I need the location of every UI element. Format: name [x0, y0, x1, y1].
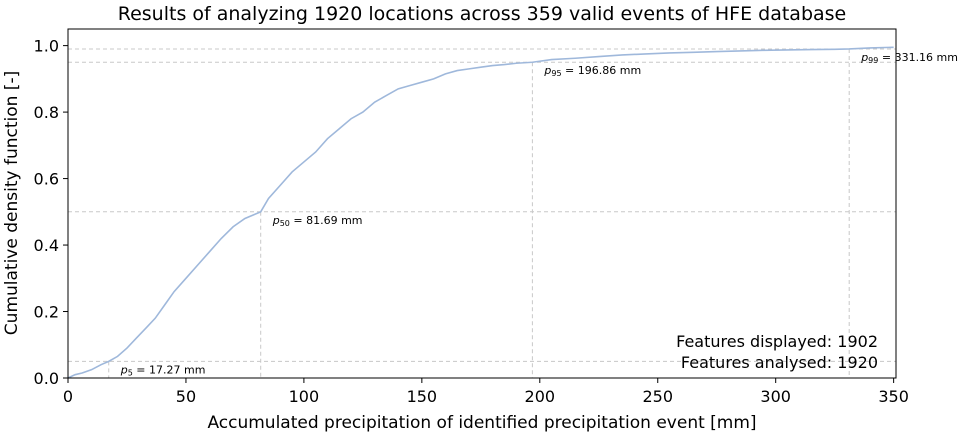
y-tick-label: 0.8 [34, 103, 59, 122]
x-axis-title: Accumulated precipitation of identified … [207, 413, 756, 433]
x-tick-label: 250 [642, 387, 673, 406]
percentile-label-5: p5 = 17.27 mm [120, 363, 206, 377]
x-tick-label: 0 [63, 387, 73, 406]
x-tick-label: 300 [760, 387, 791, 406]
features-displayed-label: Features displayed: 1902 [676, 332, 878, 351]
y-tick-label: 0.6 [34, 170, 59, 189]
y-tick-label: 0.2 [34, 303, 59, 322]
y-axis-title: Cumulative density function [-] [2, 71, 22, 335]
chart-title: Results of analyzing 1920 locations acro… [118, 3, 847, 25]
percentile-label-99: p99 = 331.16 mm [860, 51, 958, 65]
x-tick-label: 350 [878, 387, 909, 406]
y-tick-label: 0.4 [34, 236, 59, 255]
percentile-guides [68, 48, 896, 378]
percentile-label-95: p95 = 196.86 mm [543, 64, 641, 78]
x-tick-label: 200 [525, 387, 556, 406]
plot-area-frame [67, 28, 897, 379]
x-tick-label: 150 [407, 387, 438, 406]
percentile-label-50: p50 = 81.69 mm [272, 214, 363, 228]
y-axis-ticks: 0.0 0.2 0.4 0.6 0.8 1.0 [34, 37, 68, 388]
x-tick-label: 100 [289, 387, 320, 406]
x-axis-ticks: 0 50 100 150 200 250 300 350 [63, 378, 909, 406]
features-analysed-label: Features analysed: 1920 [681, 353, 878, 372]
y-tick-label: 0.0 [34, 369, 59, 388]
x-tick-label: 50 [176, 387, 196, 406]
percentile-annotations: p5 = 17.27 mm p50 = 81.69 mm p95 = 196.86 … [120, 51, 958, 377]
cdf-series-line [67, 46, 894, 379]
y-tick-label: 1.0 [34, 37, 59, 56]
